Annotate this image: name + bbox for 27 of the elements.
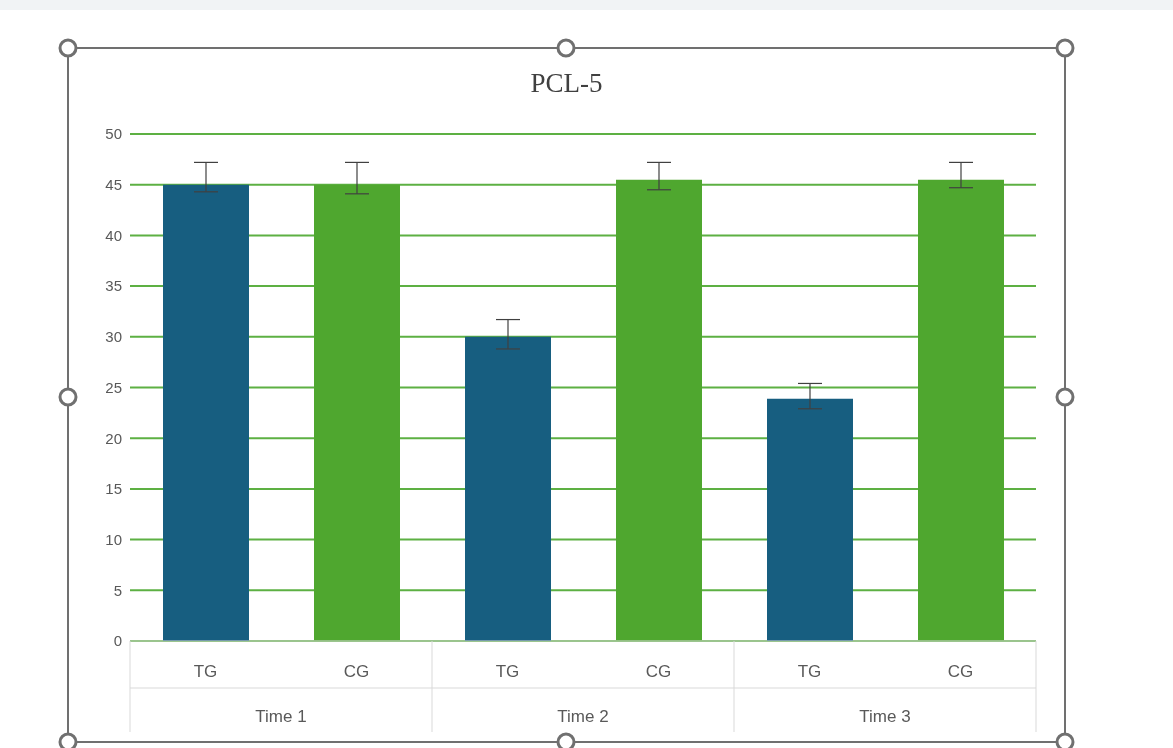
y-tick-label: 0 bbox=[113, 632, 122, 650]
text: CG bbox=[645, 662, 672, 681]
x-tick-label: Time 1 bbox=[255, 707, 307, 726]
y-tick-label: 35 bbox=[105, 277, 122, 295]
y-tick-label: 20 bbox=[105, 429, 122, 447]
bar bbox=[918, 179, 1004, 641]
y-tick-label: 50 bbox=[105, 125, 122, 143]
y-tick-label: 15 bbox=[105, 480, 122, 498]
bar bbox=[465, 336, 551, 641]
text: TG bbox=[797, 662, 822, 681]
series-label: TG bbox=[193, 662, 218, 681]
bar bbox=[767, 398, 853, 641]
bar bbox=[616, 179, 702, 641]
text: TG bbox=[495, 662, 520, 681]
y-tick-label: 45 bbox=[105, 176, 122, 194]
text: CG bbox=[947, 662, 974, 681]
y-tick-label: 30 bbox=[105, 328, 122, 346]
y-tick-label: 25 bbox=[105, 378, 122, 396]
y-tick-label: 10 bbox=[105, 530, 122, 548]
bar bbox=[314, 184, 400, 641]
series-label: CG bbox=[343, 662, 370, 681]
x-tick-label: Time 3 bbox=[859, 707, 911, 726]
bar bbox=[163, 184, 249, 641]
x-tick-label: Time 2 bbox=[557, 707, 609, 726]
y-tick-label: 40 bbox=[105, 226, 122, 244]
y-tick-label: 5 bbox=[113, 581, 122, 599]
chart-title: PCL-5 bbox=[529, 68, 604, 99]
